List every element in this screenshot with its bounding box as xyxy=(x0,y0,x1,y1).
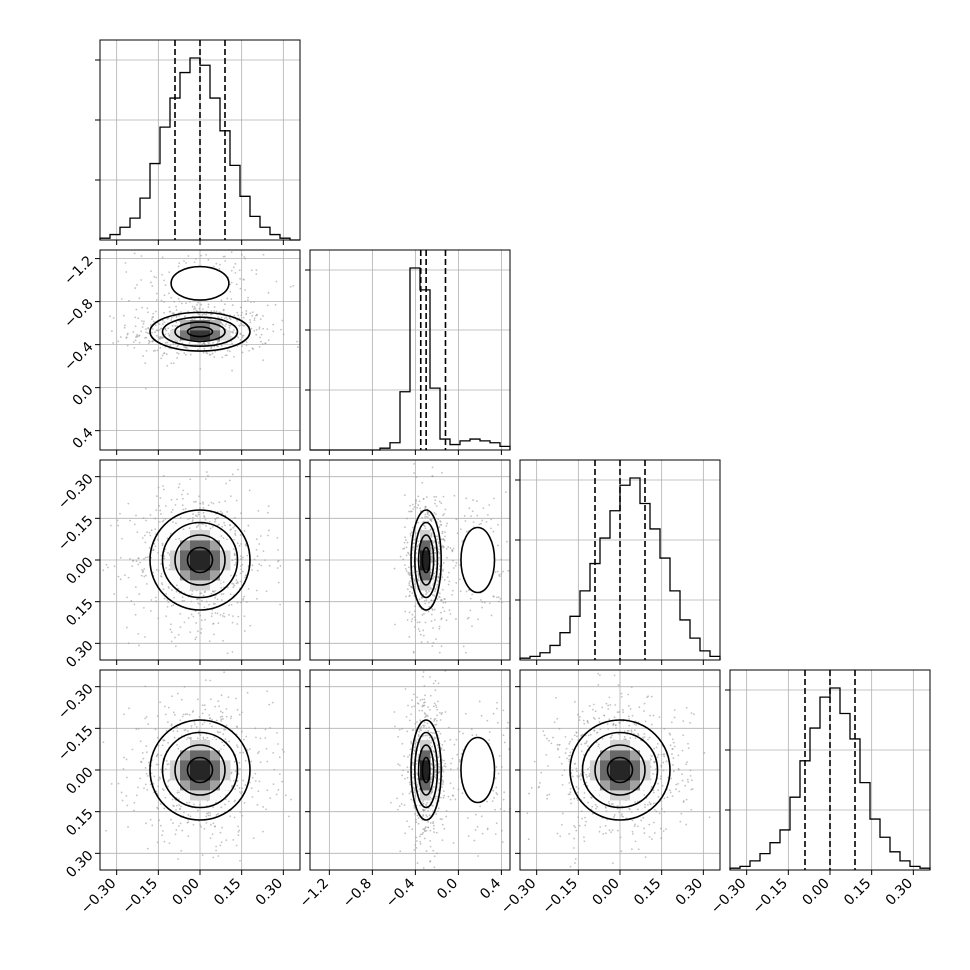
x-tick-label: −0.15 xyxy=(750,876,792,918)
contour-lines xyxy=(149,265,251,352)
x-tick-label: −1.2 xyxy=(297,876,332,911)
x-tick-label: 0.00 xyxy=(169,876,202,909)
x-tick-label: 0.4 xyxy=(477,875,504,902)
x-tick-label: −0.30 xyxy=(498,876,540,918)
y-tick-label: 0.0 xyxy=(70,382,97,409)
x-tick-label: 0.15 xyxy=(841,876,874,909)
histogram-panel-3 xyxy=(515,459,721,665)
y-tick-label: 0.4 xyxy=(70,425,97,452)
density-panel-1-4 xyxy=(95,669,301,875)
y-tick-label: 0.30 xyxy=(63,638,96,671)
x-tick-label: 0.15 xyxy=(631,876,664,909)
y-tick-label: −0.15 xyxy=(55,513,97,555)
density-cells xyxy=(170,320,231,341)
x-tick-label: −0.30 xyxy=(78,876,120,918)
density-panel-2-3 xyxy=(305,459,511,665)
x-tick-label: −0.15 xyxy=(540,876,582,918)
x-tick-label: 0.00 xyxy=(799,876,832,909)
y-tick-label: −0.15 xyxy=(55,723,97,765)
density-panel-1-3 xyxy=(95,459,301,665)
y-tick-label: 0.00 xyxy=(63,554,96,587)
y-tick-label: 0.30 xyxy=(63,848,96,881)
density-cells xyxy=(590,740,651,801)
x-tick-label: 0.0 xyxy=(434,876,461,903)
x-tick-label: 0.30 xyxy=(673,876,706,909)
histogram-step xyxy=(310,267,511,451)
histogram-panel-2 xyxy=(305,249,511,455)
contour-lines xyxy=(410,719,496,821)
contour-lines xyxy=(410,509,496,611)
x-tick-label: 0.30 xyxy=(883,876,916,909)
density-panel-2-4 xyxy=(305,669,511,875)
contour-lines xyxy=(569,719,671,821)
x-tick-label: 0.00 xyxy=(589,876,622,909)
histogram-panel-1 xyxy=(95,39,301,245)
y-tick-label: −0.4 xyxy=(61,339,96,374)
y-tick-label: −0.30 xyxy=(55,681,97,723)
x-tick-label: −0.15 xyxy=(120,876,162,918)
y-tick-label: −0.30 xyxy=(55,471,97,513)
panel-frame xyxy=(309,249,511,451)
y-tick-label: −0.8 xyxy=(61,296,96,331)
density-panel-1-2 xyxy=(95,249,301,455)
x-tick-label: −0.30 xyxy=(708,876,750,918)
y-tick-label: −1.2 xyxy=(61,253,96,288)
x-tick-label: 0.15 xyxy=(211,876,244,909)
y-tick-label: 0.00 xyxy=(63,764,96,797)
contour-lines xyxy=(149,719,251,821)
x-tick-label: −0.4 xyxy=(383,875,418,910)
y-tick-label: 0.15 xyxy=(63,596,96,629)
density-panel-3-4 xyxy=(515,669,721,875)
histogram-panel-4 xyxy=(725,669,931,875)
x-tick-label: 0.30 xyxy=(253,876,286,909)
x-tick-label: −0.8 xyxy=(340,876,375,911)
contour-lines xyxy=(149,509,251,611)
y-tick-label: 0.15 xyxy=(63,806,96,839)
